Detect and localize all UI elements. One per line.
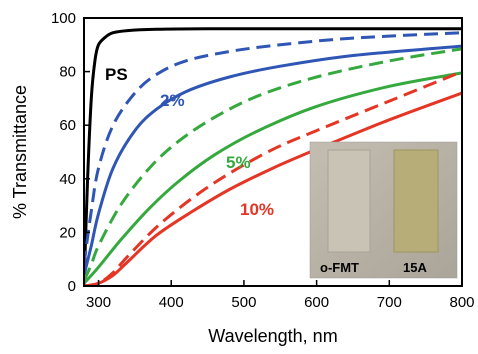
curve-label-2pct: 2% bbox=[160, 91, 185, 110]
y-axis: 0 20 40 60 80 100 bbox=[51, 10, 90, 295]
curve-label-10pct: 10% bbox=[240, 200, 274, 219]
y-axis-title: % Transmittance bbox=[10, 85, 30, 219]
inset-photo: o-FMT 15A bbox=[309, 141, 458, 279]
x-tick-label-800: 800 bbox=[449, 294, 474, 311]
y-tick-label-20: 20 bbox=[59, 224, 76, 241]
y-tick-label-0: 0 bbox=[68, 278, 76, 295]
x-tick-label-300: 300 bbox=[86, 294, 111, 311]
film-sample-ofmt bbox=[327, 149, 371, 253]
photo-label-15a: 15A bbox=[403, 260, 427, 275]
photo-label-ofmt: o-FMT bbox=[320, 260, 359, 275]
film-sample-15a bbox=[393, 149, 439, 253]
x-tick-label-600: 600 bbox=[304, 294, 329, 311]
series-line-2pct-dashed-1 bbox=[84, 31, 462, 265]
curve-label-5pct: 5% bbox=[226, 153, 251, 172]
x-tick-label-500: 500 bbox=[231, 294, 256, 311]
x-axis: 300 400 500 600 700 800 bbox=[86, 280, 475, 311]
y-tick-label-60: 60 bbox=[59, 117, 76, 134]
x-axis-title: Wavelength, nm bbox=[208, 326, 337, 346]
series-line-ps-solid-0 bbox=[84, 27, 462, 286]
x-tick-label-700: 700 bbox=[377, 294, 402, 311]
series-line-5pct-dashed-3 bbox=[84, 47, 462, 282]
series-line-10pct-dashed-5 bbox=[84, 70, 462, 286]
series-line-10pct-solid-6 bbox=[84, 91, 462, 286]
x-tick-label-400: 400 bbox=[159, 294, 184, 311]
y-tick-label-100: 100 bbox=[51, 10, 76, 27]
y-tick-label-80: 80 bbox=[59, 64, 76, 81]
plot-area bbox=[84, 27, 462, 286]
y-tick-label-40: 40 bbox=[59, 171, 76, 188]
curve-label-ps: PS bbox=[105, 65, 128, 84]
plot-frame bbox=[83, 17, 463, 287]
series-line-2pct-solid-2 bbox=[84, 44, 462, 276]
series-line-5pct-solid-4 bbox=[84, 71, 462, 285]
